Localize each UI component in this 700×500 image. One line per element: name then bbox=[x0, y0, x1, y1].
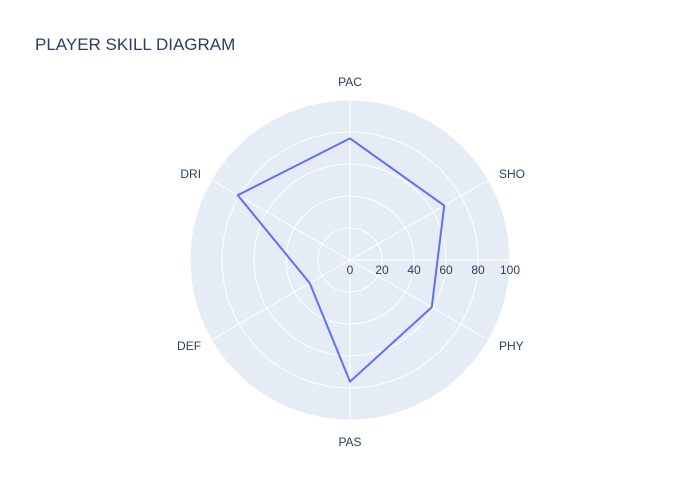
spoke-phy bbox=[349, 259, 489, 341]
radial-tick-label-80: 80 bbox=[471, 263, 485, 277]
category-labels: PAC SHO PHY PAS DEF DRI bbox=[177, 75, 525, 449]
radial-tick-label-100: 100 bbox=[500, 263, 520, 277]
spoke-dri bbox=[211, 179, 351, 261]
chart-title: PLAYER SKILL DIAGRAM bbox=[35, 35, 235, 54]
spoke-def bbox=[211, 259, 351, 341]
series-point-def bbox=[307, 281, 312, 286]
series-point-phy bbox=[429, 305, 434, 310]
radial-tick-label-40: 40 bbox=[407, 263, 421, 277]
series-line-0 bbox=[236, 137, 446, 383]
category-label-dri: DRI bbox=[180, 167, 201, 181]
radial-tick-label-0: 0 bbox=[347, 263, 354, 277]
category-label-def: DEF bbox=[177, 339, 201, 353]
series-point-pac bbox=[348, 136, 353, 141]
category-label-phy: PHY bbox=[499, 339, 524, 353]
series-layer bbox=[235, 136, 447, 384]
spoke-sho bbox=[349, 179, 489, 261]
radial-axis: 0 20 40 60 80 100 bbox=[347, 259, 520, 277]
radial-tick-label-20: 20 bbox=[375, 263, 389, 277]
category-label-sho: SHO bbox=[499, 167, 525, 181]
series-point-sho bbox=[442, 203, 447, 208]
radial-tick-label-60: 60 bbox=[439, 263, 453, 277]
series-point-pas bbox=[348, 379, 353, 384]
category-label-pac: PAC bbox=[338, 75, 362, 89]
category-label-pas: PAS bbox=[338, 435, 361, 449]
series-point-dri bbox=[235, 193, 240, 198]
angular-grid bbox=[211, 100, 489, 420]
